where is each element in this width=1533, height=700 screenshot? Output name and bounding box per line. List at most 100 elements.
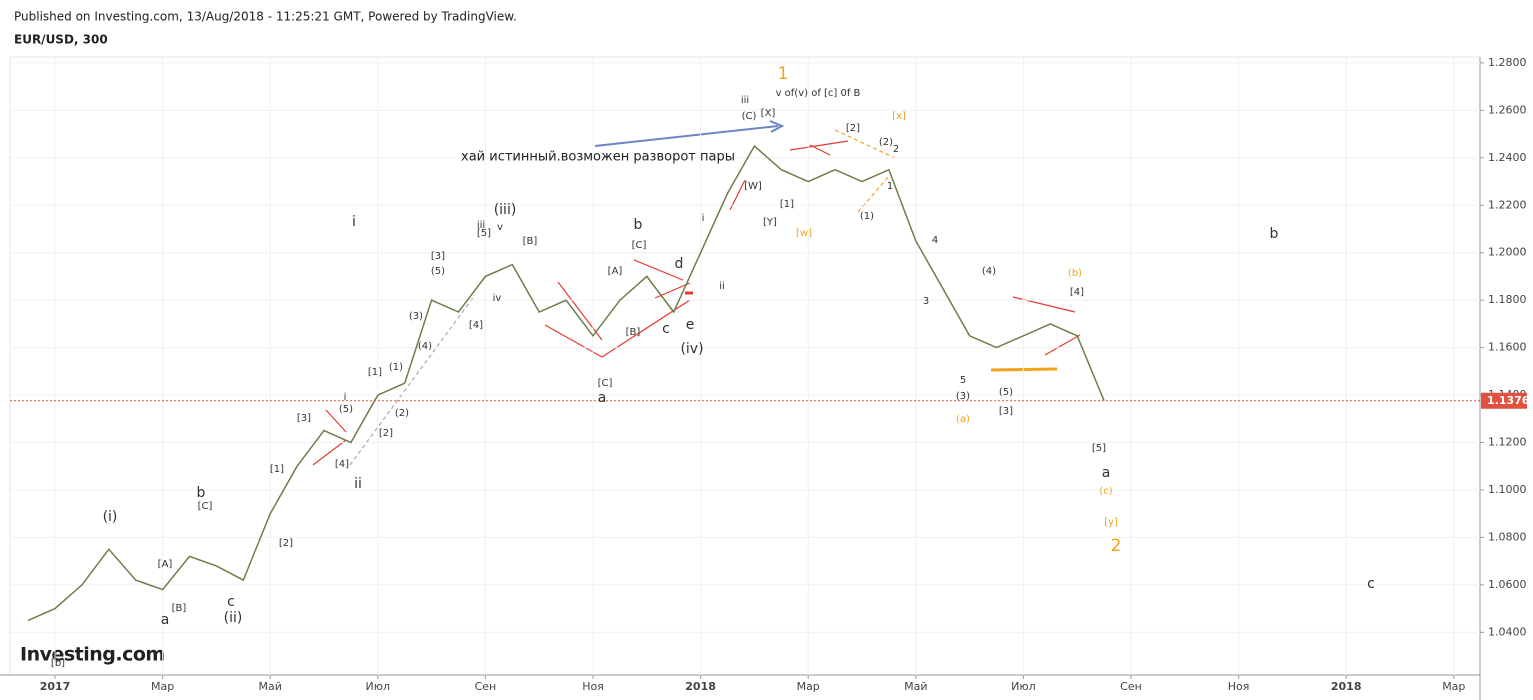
wave-label: (ii) [224, 610, 243, 626]
y-tick-label: 1.2400 [1488, 151, 1527, 164]
wave-label: c [1367, 576, 1375, 592]
wave-label: a [161, 612, 170, 628]
wave-label: iii [741, 95, 749, 106]
trend-line [349, 294, 476, 466]
wave-label: (C) [742, 111, 757, 122]
x-tick-label: Июл [1011, 680, 1036, 693]
wave-label: [2] [279, 538, 293, 549]
wave-label: a [598, 390, 607, 406]
wave-label: e [686, 317, 695, 333]
x-tick-label: Ноя [582, 680, 604, 693]
y-tick-label: 1.0800 [1488, 530, 1527, 543]
wave-label: [Y] [763, 217, 777, 228]
wave-label: v of(v) of [c] 0f B [776, 88, 861, 99]
wave-label: [C] [598, 378, 613, 389]
wave-label: [1] [368, 367, 382, 378]
wave-label: i [702, 213, 705, 224]
wave-label: (3) [409, 311, 423, 322]
y-tick-label: 1.2000 [1488, 246, 1527, 259]
wave-label: v [497, 222, 503, 233]
wave-label: [B] [172, 603, 187, 614]
y-tick-label: 1.1200 [1488, 436, 1527, 449]
wave-label: c [662, 321, 670, 337]
wave-label: (b) [1068, 268, 1082, 279]
wave-label: (i) [103, 509, 118, 525]
wave-label: (5) [999, 387, 1013, 398]
wave-label: i [344, 392, 347, 403]
wave-label: хай истинный.возможен разворот пары [461, 150, 735, 165]
wave-label: [y] [1104, 517, 1118, 528]
wave-label: [x] [892, 111, 906, 122]
wave-label: [5] [1092, 443, 1106, 454]
wave-label: b [634, 217, 643, 233]
last-price-label: 1.1376 [1487, 394, 1530, 407]
wave-label: [X] [761, 108, 776, 119]
wave-label: [B] [523, 236, 538, 247]
wave-label: [2] [379, 428, 393, 439]
y-tick-label: 1.0600 [1488, 578, 1527, 591]
x-tick-label: Мар [797, 680, 820, 693]
y-tick-label: 1.2600 [1488, 103, 1527, 116]
wave-label: 3 [923, 296, 929, 307]
x-tick-label: Сен [475, 680, 497, 693]
x-tick-label: Сен [1120, 680, 1142, 693]
wave-lines [312, 120, 1081, 466]
wave-label: ii [354, 476, 362, 492]
wave-label: 1 [887, 181, 893, 192]
x-tick-label: Мар [151, 680, 174, 693]
wave-label: (1) [389, 362, 403, 373]
wave-label: [A] [158, 559, 173, 570]
orange-line [990, 367, 1058, 372]
arrow [594, 125, 779, 147]
x-tick-label: Май [259, 680, 282, 693]
wave-label: a [1102, 465, 1111, 481]
plot-frame [9, 56, 1481, 676]
wave-label: [C] [632, 240, 647, 251]
wave-label: [3] [297, 413, 311, 424]
wave-label: 1 [778, 64, 789, 84]
orange-dashed [834, 129, 896, 213]
wave-label: [2] [846, 123, 860, 134]
x-tick-label: 2018 [685, 680, 716, 693]
wave-label: (2) [395, 408, 409, 419]
x-tick-label: 2017 [40, 680, 71, 693]
wave-label: (c) [1099, 486, 1112, 497]
wave-label: (5) [339, 404, 353, 415]
y-tick-label: 1.1000 [1488, 483, 1527, 496]
price-line [27, 144, 1105, 622]
x-tick-label: Ноя [1228, 680, 1250, 693]
y-tick-label: 1.2200 [1488, 198, 1527, 211]
x-tick-label: 2018 [1331, 680, 1362, 693]
wave-label: i [352, 214, 356, 230]
wave-label: (3) [956, 391, 970, 402]
wave-label: [3] [431, 251, 445, 262]
arrow-head [769, 120, 785, 133]
y-tick-label: 1.1800 [1488, 293, 1527, 306]
y-tick-label: 1.0400 [1488, 625, 1527, 638]
wave-label: (iv) [680, 341, 703, 357]
last-price-box [1481, 392, 1527, 409]
symbol: EUR/USD, 300 [14, 33, 108, 47]
wave-label: [4] [335, 459, 349, 470]
x-tick-label: Май [904, 680, 927, 693]
wave-label: ii [719, 281, 725, 292]
wave-label: [4] [1070, 287, 1084, 298]
wave-label: 4 [932, 235, 938, 246]
red-lines [312, 140, 1081, 466]
wave-label: [A] [608, 266, 623, 277]
wave-label: [B] [626, 327, 641, 338]
wave-label: [5] [477, 228, 491, 239]
wave-label: (iii) [494, 202, 517, 218]
y-tick-label: 1.2800 [1488, 56, 1527, 69]
wave-label: (4) [418, 341, 432, 352]
wave-label: [W] [744, 181, 762, 192]
wave-label: [w] [796, 228, 812, 239]
x-tick-label: Мар [1442, 680, 1465, 693]
wave-label: [1] [270, 464, 284, 475]
wave-label: (5) [431, 266, 445, 277]
wave-label: [1] [780, 199, 794, 210]
wave-label: iv [493, 293, 502, 304]
wave-label: (1) [860, 211, 874, 222]
wave-label: c [227, 594, 235, 610]
